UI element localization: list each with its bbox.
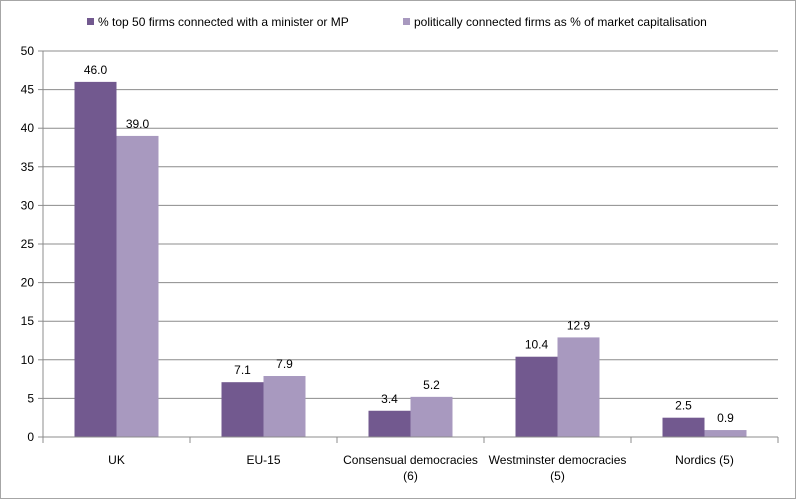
bars [74, 81, 747, 438]
data-label-series-2: 0.9 [717, 411, 734, 425]
y-tick-label: 40 [21, 121, 35, 135]
bar-series-1 [515, 356, 558, 437]
y-tick-label: 10 [21, 353, 35, 367]
bar-series-1 [221, 382, 264, 437]
axes: 0 5 10 15 20 25 30 35 40 45 50 UK EU-15 Consensual de… [21, 44, 779, 483]
legend-swatch-series-2 [403, 18, 410, 25]
y-tick-label: 35 [21, 160, 35, 174]
bar-series-2 [263, 376, 306, 437]
data-label-series-1: 10.4 [525, 338, 549, 352]
data-labels: 46.0 39.0 7.1 7.9 3.4 5.2 10.4 12.9 2.5 0.9 [84, 63, 734, 425]
data-label-series-2: 5.2 [423, 378, 440, 392]
y-tick-label: 0 [27, 430, 34, 444]
bar-series-2 [410, 396, 453, 437]
legend-swatch-series-1 [87, 18, 94, 25]
data-label-series-1: 3.4 [381, 392, 398, 406]
bar-series-2 [116, 135, 159, 438]
legend: % top 50 firms connected with a minister… [87, 15, 707, 29]
x-tick-label: (5) [550, 469, 565, 483]
y-tick-label: 30 [21, 198, 35, 212]
y-tick-label: 15 [21, 314, 35, 328]
x-tick-label: (6) [403, 469, 418, 483]
bar-series-2 [557, 337, 600, 437]
data-label-series-1: 7.1 [234, 363, 251, 377]
x-tick-label: Consensual democracies [343, 453, 478, 467]
data-label-series-1: 46.0 [84, 63, 108, 77]
bar-series-2 [704, 430, 747, 437]
y-tick-label: 20 [21, 276, 35, 290]
bar-series-1 [74, 81, 117, 437]
x-tick-label: Westminster democracies [489, 453, 627, 467]
legend-label-series-2: politically connected firms as % of mark… [414, 15, 707, 29]
legend-label-series-1: % top 50 firms connected with a minister… [98, 15, 349, 29]
y-tick-label: 25 [21, 237, 35, 251]
data-label-series-2: 7.9 [276, 357, 293, 371]
x-tick-label: EU-15 [246, 453, 280, 467]
data-label-series-2: 12.9 [567, 318, 591, 332]
bar-series-1 [662, 417, 705, 437]
data-label-series-2: 39.0 [126, 117, 150, 131]
data-label-series-1: 2.5 [675, 399, 692, 413]
y-tick-label: 5 [27, 391, 34, 405]
y-tick-label: 45 [21, 83, 35, 97]
gridlines [43, 50, 778, 399]
x-tick-label: UK [108, 453, 125, 467]
x-tick-label: Nordics (5) [675, 453, 734, 467]
y-tick-label: 50 [21, 44, 35, 58]
bar-series-1 [368, 410, 411, 437]
